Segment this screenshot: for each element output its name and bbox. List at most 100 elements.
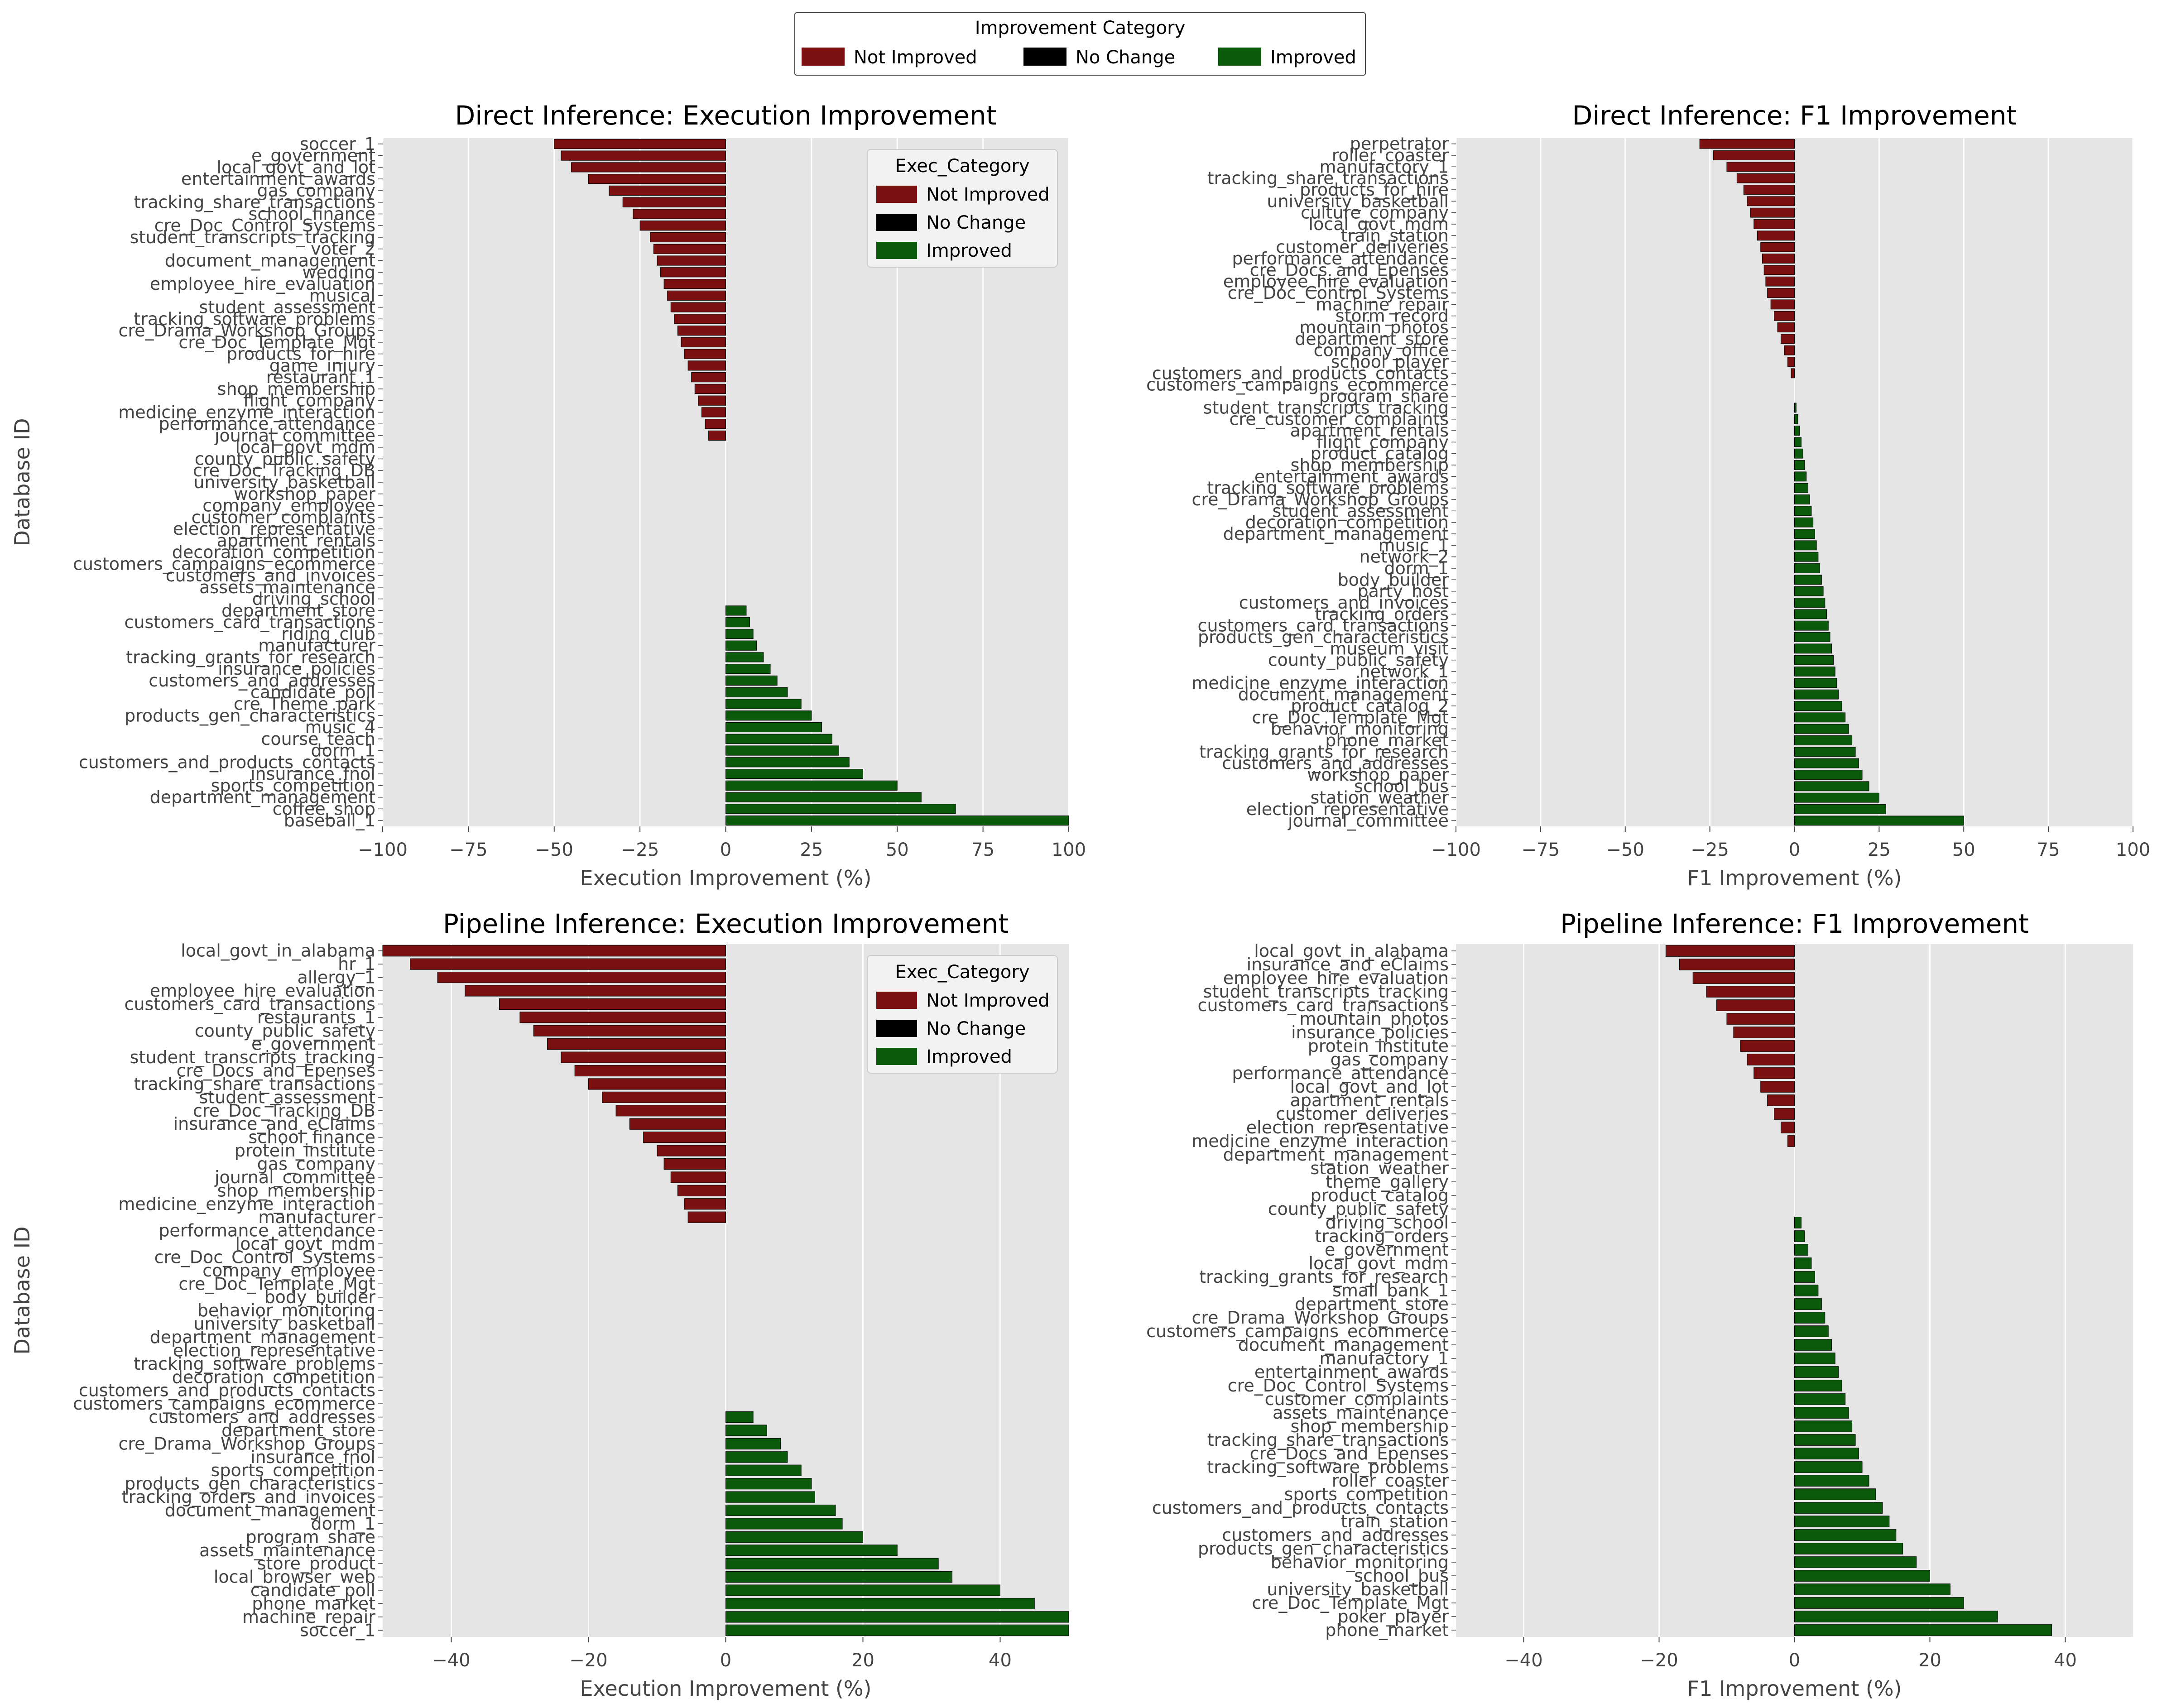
y-tick-label: phone_market [1325,1620,1449,1640]
inset-legend-swatch [876,1020,917,1037]
y-tick-label: poker_player [1338,1607,1449,1626]
y-tick-label: decoration_competition [172,1367,375,1387]
y-tick-label: cre_Doc_Template_Mgt [1252,1593,1449,1613]
bar [1736,173,1795,183]
bar [1753,1067,1795,1079]
inset-legend-swatch [876,1048,917,1065]
y-tick-label: decoration_competition [172,542,375,562]
y-tick-label: flight_company [243,391,375,411]
y-tick-label: restaurant_1 [266,367,375,387]
bar [725,745,839,756]
bar [1699,139,1795,149]
y-tick-label: university_basketball [193,472,375,492]
y-tick-label: tracking_grants_for_research [1199,742,1449,762]
y-tick-label: apartment_rentals [1290,421,1449,441]
x-tick-label: 75 [2037,840,2060,860]
inset-legend-label: Not Improved [926,990,1050,1011]
bar [725,1425,767,1436]
inset-legend-swatch [876,242,917,259]
y-tick-label: tracking_software_problems [134,309,375,329]
bar [1743,185,1795,195]
y-tick-label: document_management [1238,685,1449,705]
bar [571,162,726,173]
y-tick-label: e_government [251,146,375,166]
bar [653,244,726,254]
bar [725,629,754,639]
bar [629,1118,726,1130]
x-tick-label: −40 [1504,1650,1542,1671]
y-tick-label: local_govt_mdm [235,437,375,457]
x-tick-label: −100 [358,840,408,860]
y-tick-label: tracking_orders_and_invoices [122,1487,375,1507]
bar [725,1411,754,1423]
bar [1794,781,1869,792]
y-tick-label: museum_visit [1330,638,1449,658]
y-tick-label: products_gen_characteristics [1198,1539,1449,1559]
y-tick-label: driving_school [1326,1213,1449,1233]
y-tick-label: county_public_safety [1268,1199,1449,1219]
y-tick-label: tracking_grants_for_research [1199,1267,1449,1287]
y-tick-label: company_employee [202,496,375,516]
bar [1794,1366,1839,1378]
bar [725,1624,1069,1636]
bar [1740,1040,1795,1052]
y-tick-label: products_for_hire [1300,180,1449,200]
bar [1770,299,1795,310]
y-axis-label: Database ID [10,418,34,546]
y-tick-label: soccer_1 [300,134,375,154]
bar [1794,1217,1802,1228]
bar [609,185,726,196]
bar [725,804,956,814]
y-tick-label: behavior_monitoring [197,1300,375,1320]
y-tick-label: performance_attendance [159,414,375,434]
bar [708,430,726,441]
y-tick-label: manufactory_1 [1320,157,1449,177]
y-tick-label: customers_card_transactions [125,994,375,1014]
inset-legend-title: Exec_Category [895,156,1029,177]
figure-legend: Improvement Category Not Improved No Cha… [794,12,1366,76]
y-tick-label: student_transcripts_tracking [130,227,375,247]
y-tick-label: mountain_photos [1299,317,1449,337]
bar [1794,701,1842,711]
bar [1733,1027,1795,1038]
legend-swatch-no-change [1023,48,1066,66]
x-tick-label: −75 [1522,840,1560,860]
bar [1726,162,1795,172]
y-tick-label: journal_committee [214,426,375,446]
y-tick-label: cre_Drama_Workshop_Groups [119,321,376,341]
bar [588,1078,726,1090]
y-tick-label: behavior_monitoring [1271,719,1449,739]
y-tick-label: allergy_1 [297,968,375,988]
bar [533,1025,726,1036]
y-tick-label: department_store [221,1420,375,1440]
y-tick-label: perpetrator [1350,134,1449,154]
bar [1794,1502,1883,1514]
bar [725,1584,1000,1596]
bar [1794,1312,1826,1324]
x-tick-label: 40 [2054,1650,2077,1671]
bar [615,1105,726,1117]
y-tick-label: employee_hire_evaluation [150,274,375,294]
y-tick-label: medicine_enzyme_interaction [118,402,375,422]
bar [725,1558,939,1569]
y-tick-label: network_2 [1360,547,1449,567]
bar [1794,598,1826,608]
bar [1794,620,1829,631]
bar [1767,288,1795,298]
bar [694,384,726,394]
bar [1794,770,1863,780]
y-tick-label: e_government [251,1034,375,1054]
y-tick-label: cre_Doc_Template_Mgt [178,1274,375,1294]
y-tick-label: soccer_1 [300,1620,375,1640]
y-tick-label: station_weather [1310,1158,1449,1178]
bar [725,1571,952,1583]
x-axis-label: Execution Improvement (%) [580,866,871,890]
y-tick-label: entertainment_awards [1254,466,1449,486]
bar [725,722,822,733]
y-tick-label: university_basketball [1267,1579,1449,1599]
bar [1794,804,1886,814]
bar [1794,1339,1832,1351]
bar [1794,724,1849,734]
bar [1794,1597,1964,1609]
